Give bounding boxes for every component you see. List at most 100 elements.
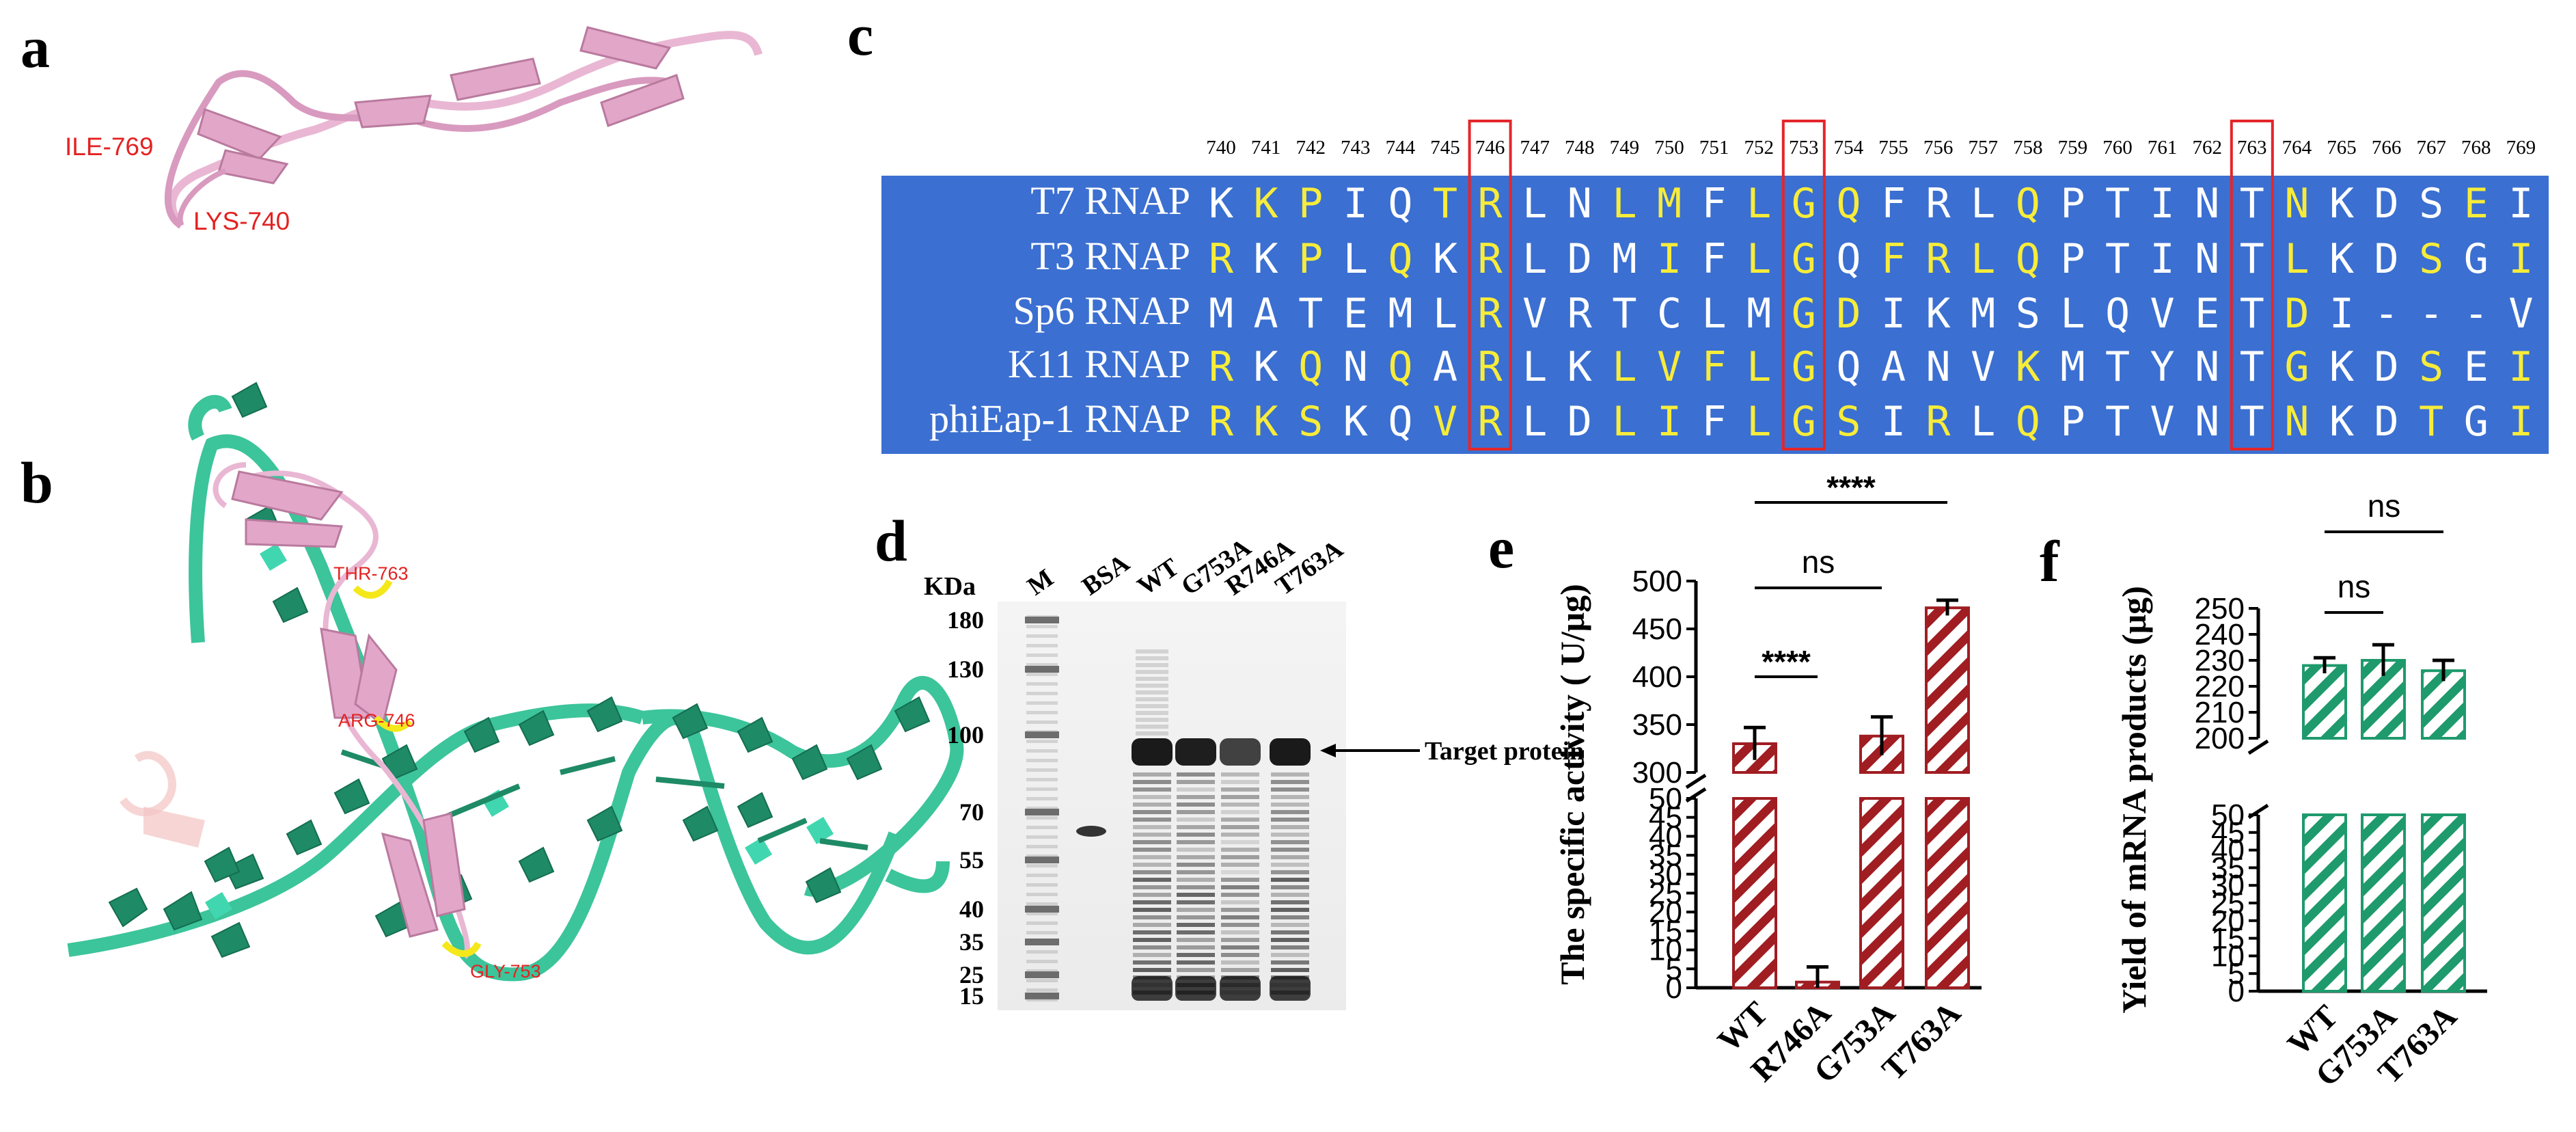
- gel-lane-band: [1133, 833, 1171, 837]
- bar-lower-segment: [2302, 813, 2347, 993]
- alignment-position-label: 753: [1789, 137, 1819, 159]
- alignment-position-label: 743: [1341, 137, 1371, 159]
- gel-target-band: [1270, 738, 1311, 766]
- significance-label: ns: [2338, 569, 2371, 604]
- gel-ladder-smear: [1026, 644, 1058, 647]
- gel-lane-band: [1177, 893, 1215, 897]
- gel-lane-band: [1133, 953, 1171, 957]
- alignment-residue: K: [2016, 343, 2040, 391]
- alignment-residue: L: [1343, 235, 1368, 283]
- gel-lane-band: [1221, 840, 1259, 844]
- gel-lane-band: [1177, 945, 1215, 949]
- alignment-residue: N: [1926, 343, 1951, 391]
- gel-lane-band: [1271, 878, 1309, 882]
- gel-ladder-smear: [1026, 816, 1058, 820]
- bar-lower-segment: [1859, 797, 1904, 989]
- gel-lane-band: [1271, 863, 1309, 867]
- gel-lane-band: [1133, 855, 1171, 859]
- alignment-residue: G: [1792, 343, 1816, 391]
- alignment-residue: I: [2508, 398, 2533, 446]
- gel-lane-band: [1271, 855, 1309, 859]
- gel-lane-band: [1133, 908, 1171, 912]
- alignment-residue: K: [1254, 180, 1278, 228]
- gel-ladder-smear: [1026, 941, 1058, 944]
- gel-lane-band: [1221, 848, 1259, 852]
- residue-label-ile-769: ILE-769: [65, 133, 154, 161]
- gel-lane-band: [1133, 795, 1171, 799]
- gel-ladder-smear: [1026, 749, 1058, 753]
- alignment-residue: T: [2240, 343, 2264, 391]
- gel-ladder-smear: [1026, 969, 1058, 973]
- gel-lane-band: [1271, 787, 1309, 792]
- alignment-residue: M: [1209, 290, 1233, 338]
- alignment-residue: I: [1881, 398, 1906, 446]
- gel-ladder-smear: [1026, 778, 1058, 781]
- alignment-residue: K: [2329, 180, 2354, 228]
- alignment-position-label: 758: [2013, 137, 2043, 159]
- gel-lane-band: [1177, 848, 1215, 852]
- gel-lane-band: [1221, 915, 1259, 919]
- gel-lane-band: [1177, 908, 1215, 912]
- gel-lane-band: [1221, 878, 1259, 882]
- gel-smear: [1136, 711, 1168, 715]
- alignment-residue: Q: [1836, 343, 1861, 391]
- gel-marker-label: 180: [947, 606, 984, 634]
- gel-lane-band: [1271, 938, 1309, 942]
- alignment-residue: K: [1254, 398, 1278, 446]
- y-tick-label: 20: [1649, 895, 1682, 929]
- axis-break-mark: [1685, 773, 1707, 790]
- y-tick-label: 500: [1632, 565, 1682, 598]
- y-tick-label: 0: [2228, 975, 2245, 1008]
- gel-lane-band: [1221, 968, 1259, 972]
- gel-lane-band: [1221, 787, 1259, 792]
- gel-ladder-smear: [1026, 711, 1058, 714]
- gel-lane-band: [1271, 968, 1309, 972]
- alignment-residue: D: [1567, 398, 1592, 446]
- gel-lane-band: [1133, 968, 1171, 972]
- gel-marker-label: 100: [947, 721, 984, 749]
- gel-lane-band: [1177, 795, 1215, 799]
- gel-marker-band: [1025, 617, 1059, 623]
- alignment-residue: M: [1657, 180, 1682, 228]
- alignment-position-label: 750: [1654, 137, 1684, 159]
- gel-lane-band: [1177, 855, 1215, 859]
- alignment-residue: R: [1209, 235, 1234, 283]
- gel-ladder-smear: [1026, 931, 1058, 934]
- y-tick-label: 25: [2211, 887, 2245, 920]
- gel-lane-band: [1221, 833, 1259, 837]
- alignment-residue: R: [1926, 180, 1951, 228]
- gel-lane-band: [1133, 923, 1171, 927]
- gel-lane-band: [1133, 780, 1171, 784]
- alignment-residue: D: [2374, 343, 2399, 391]
- gel-ladder-smear: [1026, 701, 1058, 705]
- alignment-position-label: 766: [2372, 137, 2402, 159]
- gel-smear: [1136, 670, 1168, 674]
- y-tick-label: 45: [1649, 801, 1682, 835]
- gel-lane-band: [1271, 818, 1309, 822]
- gel-lane-band: [1271, 945, 1309, 949]
- gel-lane-band: [1133, 810, 1171, 814]
- gel-ladder-smear: [1026, 634, 1058, 638]
- gel-lane-band: [1271, 772, 1309, 777]
- gel-marker-band: [1025, 971, 1059, 978]
- significance-label: ****: [1826, 470, 1876, 505]
- y-tick-label: 40: [2211, 834, 2245, 867]
- alignment-residue: L: [1971, 398, 1995, 446]
- gel-lane-band: [1177, 780, 1215, 784]
- gel-lane-band: [1271, 840, 1309, 844]
- gel-lane-band: [1221, 863, 1259, 867]
- alignment-residue: R: [1926, 235, 1951, 283]
- gel-lane-band: [1221, 825, 1259, 829]
- alignment-residue: M: [1746, 290, 1771, 338]
- gel-lane-label: BSA: [1077, 548, 1135, 601]
- gel-lane-band: [1221, 900, 1259, 904]
- gel-lane-band: [1221, 908, 1259, 912]
- alignment-residue: K: [1567, 343, 1592, 391]
- gel-lane-band: [1221, 795, 1259, 799]
- gel-bottom-band: [1270, 976, 1311, 1001]
- gel-ladder-smear: [1026, 787, 1058, 791]
- alignment-position-label: 769: [2506, 137, 2536, 159]
